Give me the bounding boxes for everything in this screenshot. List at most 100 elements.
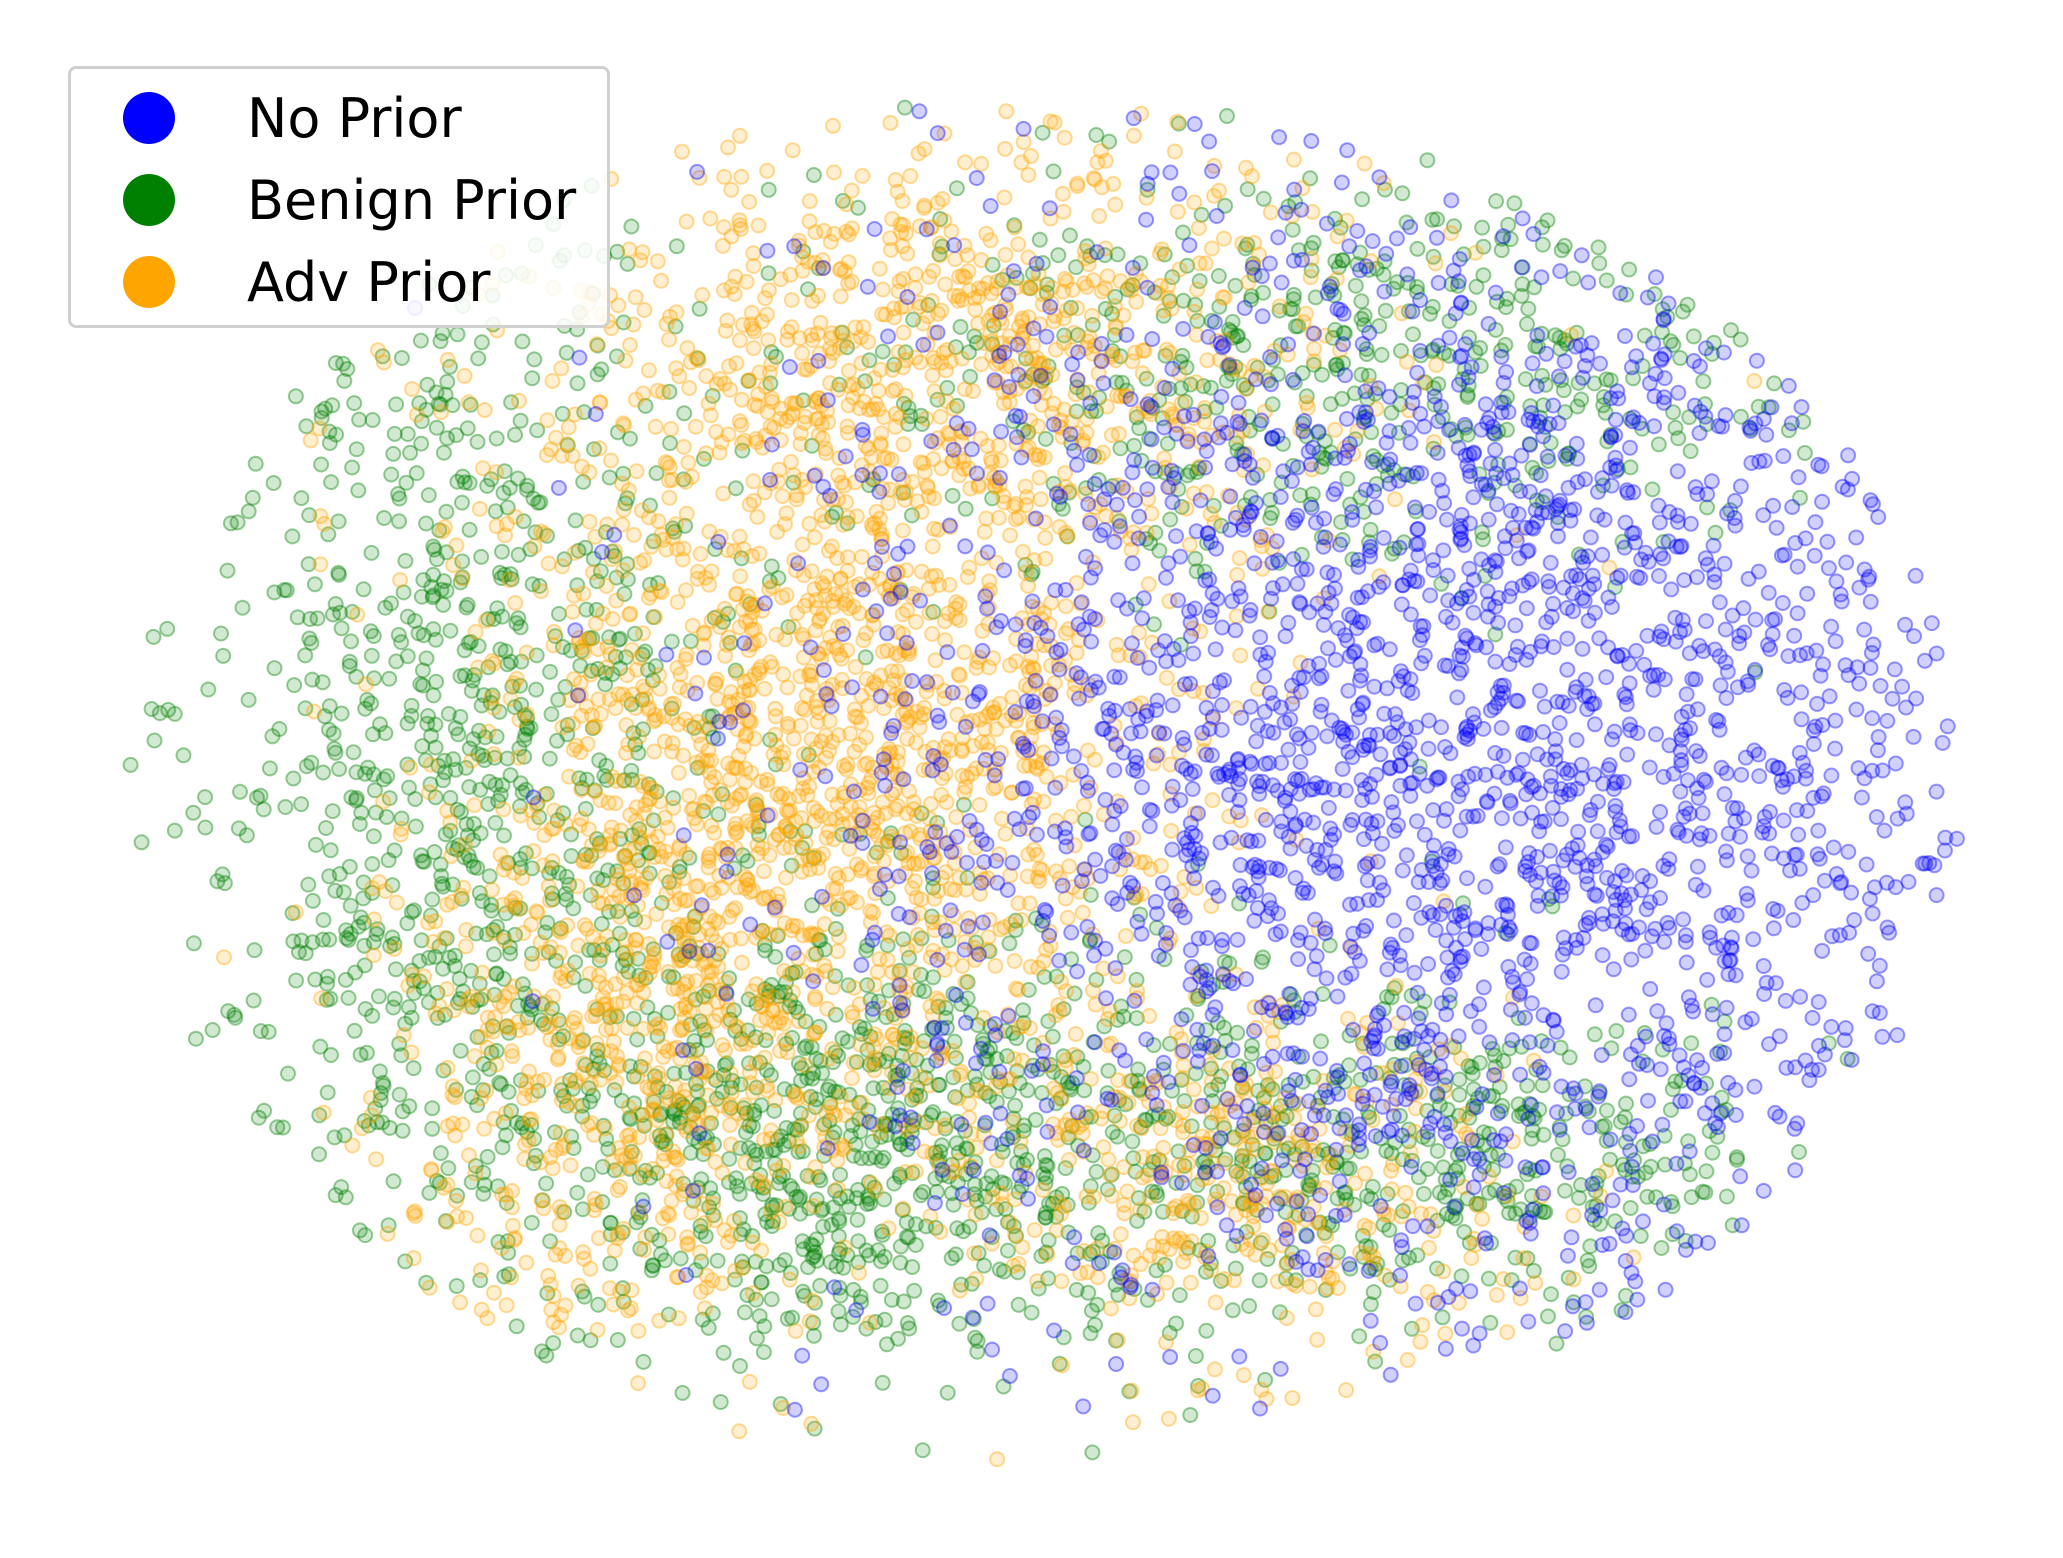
data-point bbox=[1548, 1335, 1565, 1352]
data-point bbox=[1004, 1113, 1021, 1130]
data-point bbox=[591, 440, 608, 457]
data-point bbox=[792, 717, 809, 734]
data-point bbox=[794, 345, 811, 362]
data-point bbox=[411, 973, 428, 990]
data-point bbox=[424, 589, 441, 606]
data-point bbox=[613, 822, 629, 839]
data-point bbox=[675, 438, 692, 455]
data-point bbox=[1338, 1160, 1355, 1177]
data-point bbox=[466, 797, 483, 814]
data-point bbox=[758, 1077, 775, 1094]
data-point bbox=[454, 468, 471, 485]
data-point bbox=[651, 1312, 668, 1329]
data-point bbox=[895, 324, 912, 341]
data-point bbox=[1076, 797, 1092, 814]
data-point bbox=[488, 430, 505, 447]
data-point bbox=[537, 924, 554, 941]
data-point bbox=[1210, 268, 1227, 284]
data-point bbox=[523, 916, 540, 933]
data-point bbox=[830, 1303, 847, 1320]
data-point bbox=[712, 1394, 729, 1410]
data-point bbox=[1329, 228, 1346, 245]
data-point bbox=[499, 656, 516, 673]
data-point bbox=[454, 553, 471, 570]
data-point bbox=[782, 266, 799, 283]
data-point bbox=[518, 644, 535, 661]
data-point bbox=[650, 513, 667, 530]
data-point bbox=[581, 513, 598, 530]
data-point bbox=[381, 1119, 398, 1136]
data-point bbox=[909, 493, 926, 510]
data-point bbox=[847, 659, 864, 675]
data-point bbox=[952, 318, 969, 335]
data-point bbox=[612, 660, 629, 677]
data-point bbox=[1535, 1126, 1552, 1143]
data-point bbox=[1682, 443, 1699, 460]
data-point bbox=[1398, 353, 1415, 370]
data-point bbox=[187, 1030, 204, 1047]
data-point bbox=[383, 595, 400, 612]
data-point bbox=[1579, 1252, 1596, 1269]
data-point bbox=[526, 814, 543, 831]
data-point bbox=[1304, 486, 1321, 503]
data-point bbox=[636, 552, 653, 569]
data-point bbox=[485, 746, 502, 762]
data-point bbox=[399, 915, 416, 932]
data-point bbox=[465, 832, 482, 849]
data-point bbox=[393, 810, 410, 827]
data-point bbox=[939, 379, 956, 396]
data-point bbox=[391, 490, 408, 507]
data-point bbox=[488, 1042, 505, 1059]
data-point bbox=[834, 1030, 851, 1047]
data-point bbox=[669, 541, 686, 558]
data-point bbox=[664, 735, 681, 752]
data-point bbox=[1002, 657, 1019, 674]
data-point bbox=[1169, 113, 1186, 130]
data-point bbox=[343, 789, 360, 806]
data-point bbox=[477, 729, 494, 746]
data-point bbox=[1191, 255, 1208, 272]
data-point bbox=[545, 637, 562, 654]
data-point bbox=[988, 721, 1005, 738]
data-point bbox=[1010, 509, 1027, 526]
data-point bbox=[551, 605, 567, 622]
data-point bbox=[1409, 279, 1425, 295]
data-point bbox=[438, 930, 455, 947]
data-point bbox=[1302, 269, 1319, 286]
data-point bbox=[1746, 373, 1763, 389]
data-point bbox=[728, 355, 745, 372]
data-point bbox=[1057, 598, 1074, 615]
data-point bbox=[297, 647, 314, 664]
data-point bbox=[532, 523, 549, 540]
data-point bbox=[323, 1047, 339, 1063]
data-point bbox=[404, 381, 421, 397]
data-point bbox=[542, 663, 559, 680]
data-point bbox=[1107, 196, 1124, 213]
data-point bbox=[539, 914, 556, 931]
data-point bbox=[665, 1113, 682, 1130]
data-point bbox=[944, 487, 961, 504]
data-point bbox=[765, 746, 782, 763]
data-point bbox=[485, 699, 502, 716]
data-point bbox=[470, 659, 487, 676]
data-point bbox=[856, 393, 873, 410]
data-point bbox=[492, 786, 509, 803]
data-point bbox=[1091, 208, 1108, 224]
data-point bbox=[589, 660, 606, 677]
data-point bbox=[461, 521, 478, 538]
data-point bbox=[462, 396, 479, 413]
data-point bbox=[681, 380, 698, 396]
data-point bbox=[1569, 398, 1586, 415]
data-point bbox=[471, 500, 488, 517]
data-point bbox=[1672, 350, 1689, 366]
data-point bbox=[558, 868, 575, 885]
data-point bbox=[1394, 185, 1411, 202]
data-point bbox=[663, 421, 679, 437]
data-point bbox=[1112, 440, 1129, 457]
data-point bbox=[999, 1242, 1016, 1259]
data-point bbox=[607, 648, 624, 665]
data-point bbox=[887, 418, 904, 435]
data-point bbox=[1132, 854, 1149, 871]
data-point bbox=[790, 1013, 807, 1030]
data-point bbox=[1019, 279, 1036, 296]
